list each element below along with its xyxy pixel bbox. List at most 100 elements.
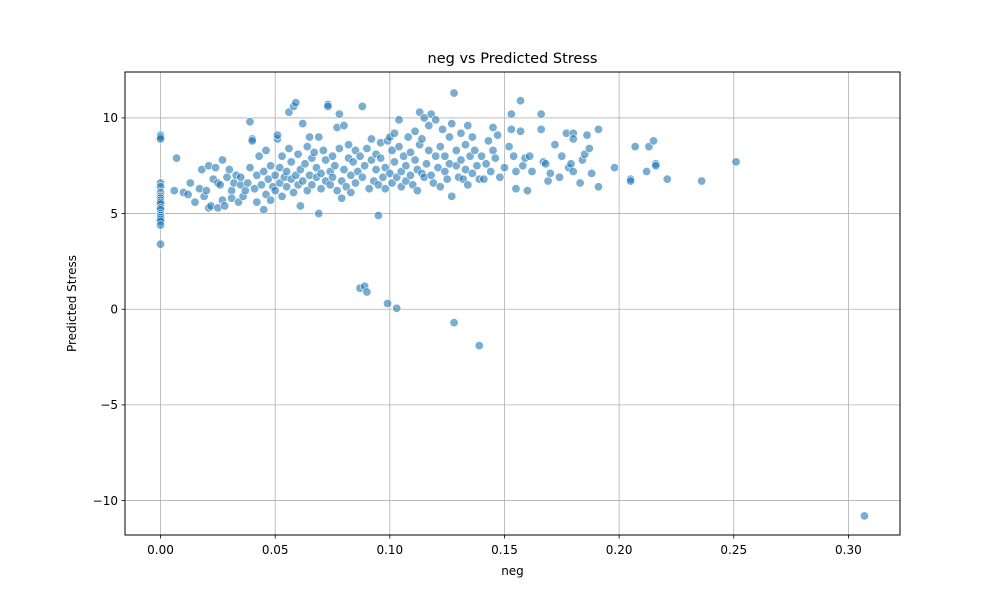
data-point xyxy=(348,157,358,167)
data-point xyxy=(360,161,370,171)
data-point xyxy=(362,287,372,297)
data-point xyxy=(325,180,335,190)
data-point xyxy=(328,151,338,161)
data-point xyxy=(201,186,211,196)
data-point xyxy=(731,157,741,167)
data-point xyxy=(302,142,312,152)
data-point xyxy=(339,165,349,175)
data-point xyxy=(463,180,473,190)
data-point xyxy=(254,151,264,161)
data-point xyxy=(610,163,620,173)
data-point xyxy=(399,151,409,161)
x-tick-label: 0.25 xyxy=(720,543,747,557)
data-point xyxy=(477,151,487,161)
data-point xyxy=(438,124,448,134)
data-point xyxy=(467,168,477,178)
data-point xyxy=(859,511,869,521)
data-point xyxy=(568,134,578,144)
data-point xyxy=(298,119,308,129)
data-point xyxy=(483,136,493,146)
data-point xyxy=(309,147,319,157)
data-point xyxy=(314,132,324,142)
data-point xyxy=(442,174,452,184)
data-point xyxy=(479,174,489,184)
data-point xyxy=(451,145,461,155)
data-point xyxy=(412,186,422,196)
data-point xyxy=(410,155,420,165)
data-point xyxy=(227,193,237,203)
data-point xyxy=(543,176,553,186)
data-point xyxy=(401,161,411,171)
data-point xyxy=(387,145,397,155)
data-point xyxy=(642,166,652,176)
data-point xyxy=(649,136,659,146)
data-point xyxy=(440,166,450,176)
data-point xyxy=(247,136,257,146)
data-point xyxy=(426,170,436,180)
data-point xyxy=(236,172,246,182)
data-point xyxy=(362,144,372,154)
data-point xyxy=(373,180,383,190)
data-point xyxy=(394,142,404,152)
data-point xyxy=(568,166,578,176)
data-point xyxy=(380,184,390,194)
y-axis-label: Predicted Stress xyxy=(65,255,79,352)
y-tick-label: 0 xyxy=(110,303,118,317)
x-axis-label: neg xyxy=(501,564,524,578)
y-tick-label: −10 xyxy=(93,494,118,508)
data-point xyxy=(261,145,271,155)
data-point xyxy=(424,145,434,155)
data-point xyxy=(334,109,344,119)
data-point xyxy=(447,119,457,129)
data-point xyxy=(224,165,234,175)
data-point xyxy=(506,124,516,134)
x-tick-label: 0.30 xyxy=(835,543,862,557)
data-point xyxy=(424,121,434,131)
data-point xyxy=(493,130,503,140)
data-point xyxy=(472,161,482,171)
data-point xyxy=(220,201,230,211)
data-point xyxy=(410,126,420,136)
data-point xyxy=(252,197,262,207)
data-point xyxy=(651,161,661,171)
data-point xyxy=(277,191,287,201)
data-point xyxy=(431,115,441,125)
data-point xyxy=(376,153,386,163)
data-point xyxy=(587,168,597,178)
data-point xyxy=(495,172,505,182)
x-tick-label: 0.00 xyxy=(147,543,174,557)
data-point xyxy=(584,144,594,154)
data-point xyxy=(332,186,342,196)
data-point xyxy=(284,144,294,154)
data-point xyxy=(190,197,200,207)
data-point xyxy=(575,178,585,188)
data-point xyxy=(504,142,514,152)
x-tick-label: 0.20 xyxy=(606,543,633,557)
data-point xyxy=(293,149,303,159)
data-point xyxy=(252,170,262,180)
data-point xyxy=(488,122,498,132)
data-point xyxy=(245,163,255,173)
data-point xyxy=(314,209,324,219)
data-points xyxy=(156,88,869,521)
data-point xyxy=(626,176,636,186)
data-point xyxy=(522,186,532,196)
data-point xyxy=(256,180,266,190)
data-point xyxy=(474,341,484,351)
data-point xyxy=(373,210,383,220)
data-point xyxy=(305,132,315,142)
data-point xyxy=(197,165,207,175)
data-point xyxy=(467,132,477,142)
data-point xyxy=(488,145,498,155)
y-tick-label: −5 xyxy=(100,398,118,412)
data-point xyxy=(185,178,195,188)
data-point xyxy=(266,161,276,171)
data-point xyxy=(328,172,338,182)
data-point xyxy=(456,155,466,165)
data-point xyxy=(378,172,388,182)
data-point xyxy=(318,145,328,155)
data-point xyxy=(272,130,282,140)
data-point xyxy=(419,113,429,123)
data-point xyxy=(550,140,560,150)
